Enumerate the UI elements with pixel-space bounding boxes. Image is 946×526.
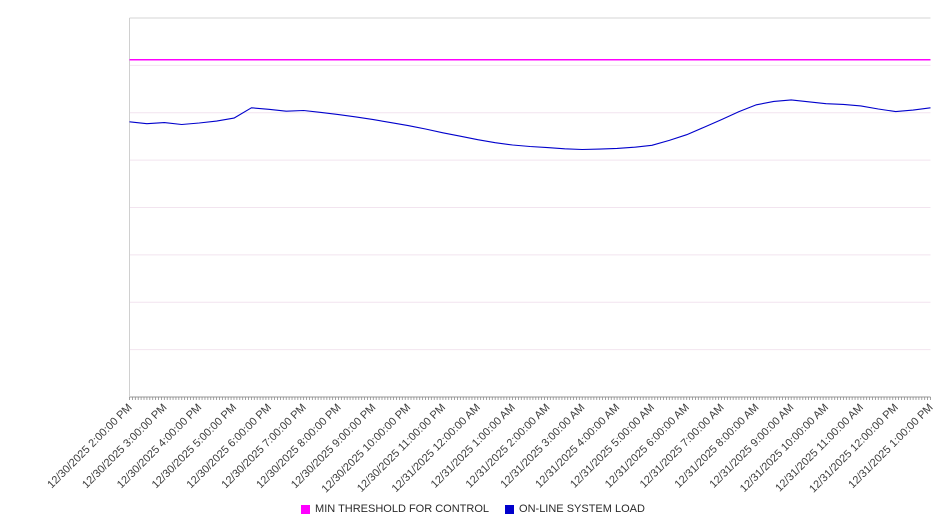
legend-label-min-threshold: MIN THRESHOLD FOR CONTROL: [315, 503, 490, 515]
legend-label-system-load: ON-LINE SYSTEM LOAD: [519, 503, 645, 515]
chart-legend: MIN THRESHOLD FOR CONTROL ON-LINE SYSTEM…: [0, 503, 946, 515]
legend-item-system-load: ON-LINE SYSTEM LOAD: [505, 503, 645, 515]
system-load-line: [129, 99, 931, 151]
legend-swatch-system-load: [505, 504, 515, 514]
legend-item-min-threshold: MIN THRESHOLD FOR CONTROL: [301, 503, 489, 515]
legend-swatch-threshold: [301, 504, 311, 514]
